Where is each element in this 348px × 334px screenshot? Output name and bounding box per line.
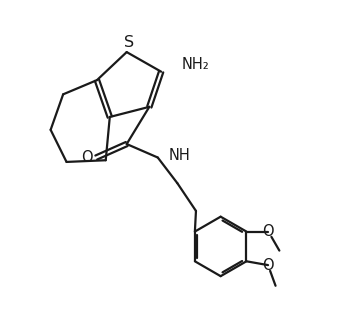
Text: S: S xyxy=(124,35,134,50)
Text: NH₂: NH₂ xyxy=(181,57,209,72)
Text: O: O xyxy=(262,224,274,239)
Text: O: O xyxy=(262,258,274,273)
Text: O: O xyxy=(81,150,93,165)
Text: NH: NH xyxy=(169,148,191,163)
